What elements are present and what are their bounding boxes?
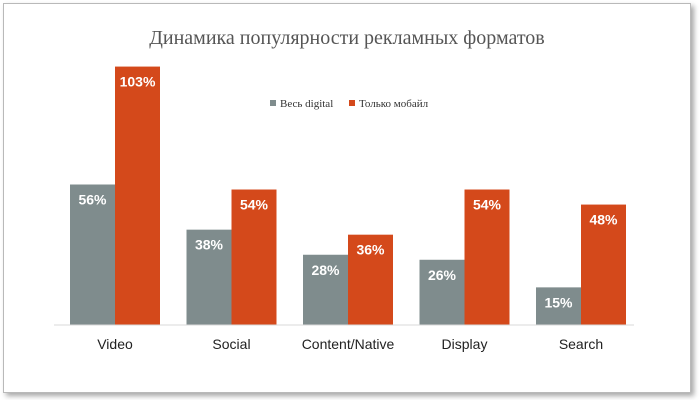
bar-display-series-2 (464, 189, 510, 325)
legend-label-all-digital: Весь digital (280, 98, 333, 110)
bar-labels: 56% 103% 38% 54% 28% 36% 26% 54% 15% 48% (78, 74, 618, 311)
bar-social-series-1 (186, 229, 232, 325)
legend: Весь digital Только мобайл (270, 98, 429, 110)
legend-swatch-mobile-only (349, 100, 355, 106)
category-label-video: Video (97, 336, 133, 352)
bar-search-series-2 (581, 204, 626, 325)
bar-content-native-series-2 (348, 234, 393, 325)
chart-title: Динамика популярности рекламных форматов (149, 27, 545, 49)
data-label-social-series-2: 54% (240, 197, 269, 213)
data-label-content-native-series-1: 28% (311, 262, 340, 278)
data-label-display-series-2: 54% (473, 197, 502, 213)
bars (70, 66, 626, 325)
data-label-search-series-2: 48% (589, 212, 618, 228)
category-labels: Video Social Content/Native Display Search (97, 336, 603, 352)
category-label-social: Social (212, 336, 250, 352)
data-label-video-series-1: 56% (78, 192, 107, 208)
bar-chart: Динамика популярности рекламных форматов… (54, 27, 634, 352)
category-label-display: Display (442, 336, 488, 352)
data-label-content-native-series-2: 36% (356, 242, 385, 258)
data-label-search-series-1: 15% (544, 294, 573, 310)
data-label-social-series-1: 38% (195, 237, 224, 253)
bar-content-native-series-1 (303, 254, 348, 325)
legend-label-mobile-only: Только мобайл (359, 98, 429, 110)
data-label-video-series-2: 103% (120, 74, 156, 90)
bar-search-series-1 (536, 287, 581, 325)
bar-video-series-2 (115, 66, 160, 325)
chart-frame: Динамика популярности рекламных форматов… (3, 3, 691, 393)
category-label-content-native: Content/Native (302, 336, 395, 352)
bar-display-series-1 (419, 259, 465, 325)
bar-video-series-1 (70, 184, 115, 325)
legend-swatch-all-digital (270, 100, 276, 106)
category-label-search: Search (559, 336, 603, 352)
bar-social-series-2 (231, 189, 277, 325)
data-label-display-series-1: 26% (428, 267, 457, 283)
